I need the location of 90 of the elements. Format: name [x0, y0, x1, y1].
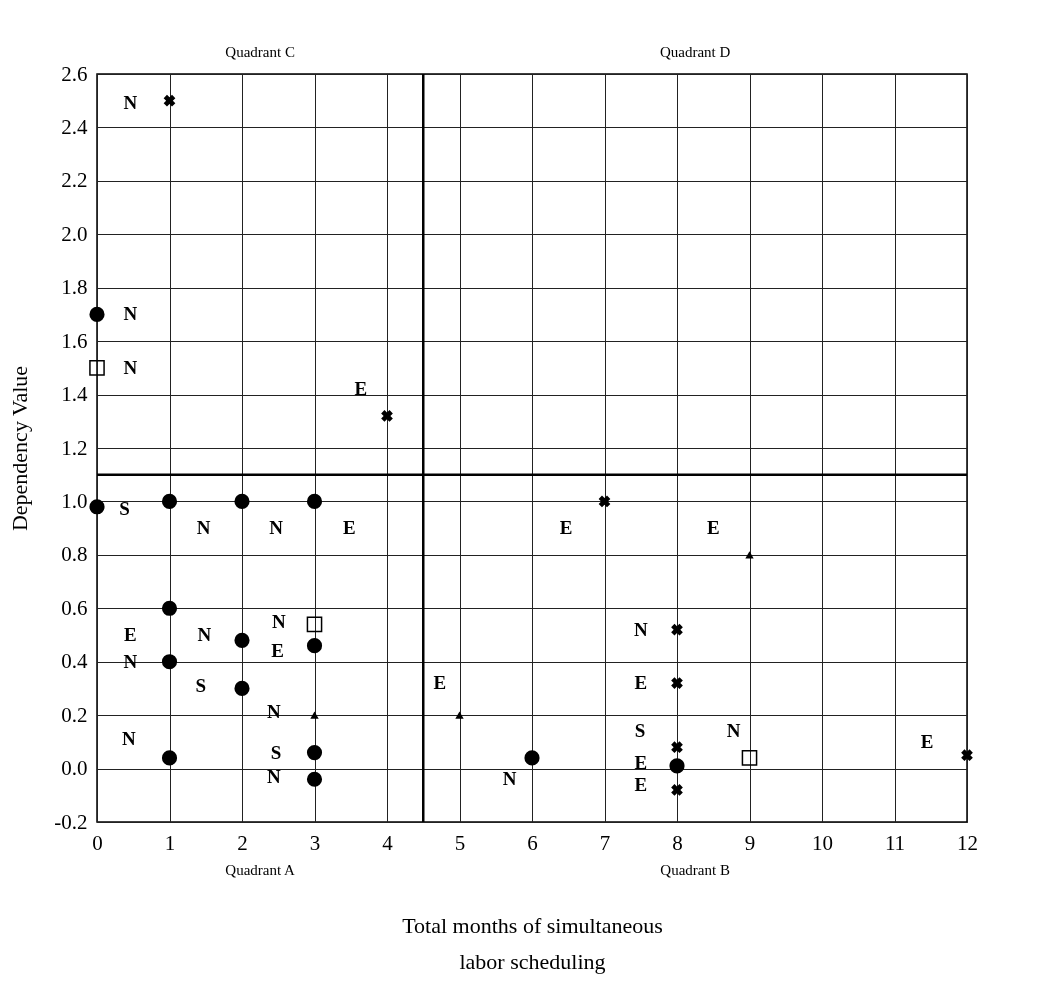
y-tick-label: 0.6 — [61, 595, 88, 620]
point — [234, 632, 250, 648]
y-tick-label: 1.0 — [61, 488, 88, 513]
point — [745, 551, 754, 559]
annotation: N — [272, 610, 287, 632]
y-tick-label: -0.2 — [54, 809, 88, 834]
point — [598, 495, 611, 508]
y-tick-label: 0.4 — [61, 649, 88, 674]
text: Quadrant A — [225, 862, 296, 878]
point — [669, 758, 685, 774]
point — [671, 677, 683, 689]
annotation: E — [559, 517, 573, 539]
x-tick-label: 1 — [164, 830, 176, 855]
x-tick-label: 6 — [527, 830, 538, 855]
text: Quadrant C — [225, 44, 295, 60]
x-tick-label: 3 — [309, 830, 321, 855]
annotation: S — [195, 674, 206, 696]
point — [306, 638, 323, 654]
annotation: E — [433, 672, 447, 694]
x-tick-label: 8 — [672, 830, 683, 855]
point — [161, 750, 178, 766]
annotation: N — [122, 728, 137, 750]
annotation: N — [633, 618, 648, 640]
annotation: E — [354, 378, 368, 400]
point — [234, 493, 250, 509]
point — [961, 749, 973, 762]
point — [306, 493, 323, 509]
annotation: E — [634, 752, 648, 774]
x-tick-label: 9 — [744, 830, 756, 855]
x-tick-label: 12 — [957, 830, 978, 855]
x-tick-label: 0 — [92, 830, 103, 855]
y-tick-label: 0.8 — [61, 542, 88, 567]
point — [306, 616, 323, 633]
text: Quadrant B — [660, 862, 730, 878]
point — [234, 680, 250, 696]
x-tick-label: 10 — [812, 830, 833, 855]
point — [310, 711, 319, 719]
annotation: N — [267, 765, 282, 787]
annotation: S — [119, 498, 130, 520]
annotation: N — [197, 624, 212, 645]
point — [89, 306, 105, 322]
point — [381, 410, 393, 422]
point — [163, 94, 176, 107]
annotation: E — [342, 517, 356, 539]
point — [161, 600, 178, 616]
x-tick-label: 4 — [382, 830, 394, 855]
annotation: E — [706, 517, 720, 539]
point — [89, 360, 105, 376]
y-tick-label: 2.4 — [61, 114, 88, 139]
annotation: E — [124, 624, 137, 645]
annotation: N — [726, 720, 741, 742]
y-tick-label: 2.6 — [61, 61, 88, 86]
y-tick-label: 1.6 — [61, 328, 88, 353]
annotation: N — [502, 768, 517, 790]
y-tick-label: 1.2 — [61, 435, 88, 460]
y-tick-label: 2.2 — [61, 168, 88, 193]
point — [161, 654, 178, 670]
annotation: S — [270, 741, 282, 763]
y-tick-label: 0.0 — [61, 756, 88, 781]
point — [455, 711, 464, 719]
point — [741, 750, 758, 766]
annotation: E — [634, 773, 648, 795]
annotation: E — [634, 672, 648, 694]
annotation: E — [920, 730, 934, 752]
x-axis-title: Total months of simultaneous labor scheduling — [402, 912, 663, 974]
x-tick-label: 11 — [884, 830, 906, 855]
y-tick-label: 1.4 — [61, 382, 88, 407]
point — [161, 493, 178, 509]
annotation: E — [271, 640, 284, 662]
y-axis-title: Dependency Value — [7, 365, 33, 532]
y-tick-label: 0.2 — [61, 702, 88, 727]
annotation: N — [123, 356, 138, 378]
point — [671, 623, 683, 636]
point — [671, 741, 683, 754]
annotation: N — [269, 517, 284, 539]
point — [671, 784, 683, 796]
annotation: N — [123, 92, 138, 114]
x-tick-label: 7 — [599, 830, 611, 855]
annotation: S — [634, 720, 646, 742]
point — [306, 771, 323, 787]
annotation: N — [123, 303, 138, 325]
point — [306, 744, 323, 761]
point — [524, 750, 540, 766]
point — [89, 499, 105, 515]
annotation: N — [196, 517, 211, 539]
text: Quadrant D — [659, 44, 731, 60]
x-tick-label: 2 — [237, 830, 248, 855]
y-tick-label: 2.0 — [61, 221, 88, 246]
x-tick-label: 5 — [454, 830, 466, 855]
y-tick-label: 1.8 — [61, 275, 88, 300]
